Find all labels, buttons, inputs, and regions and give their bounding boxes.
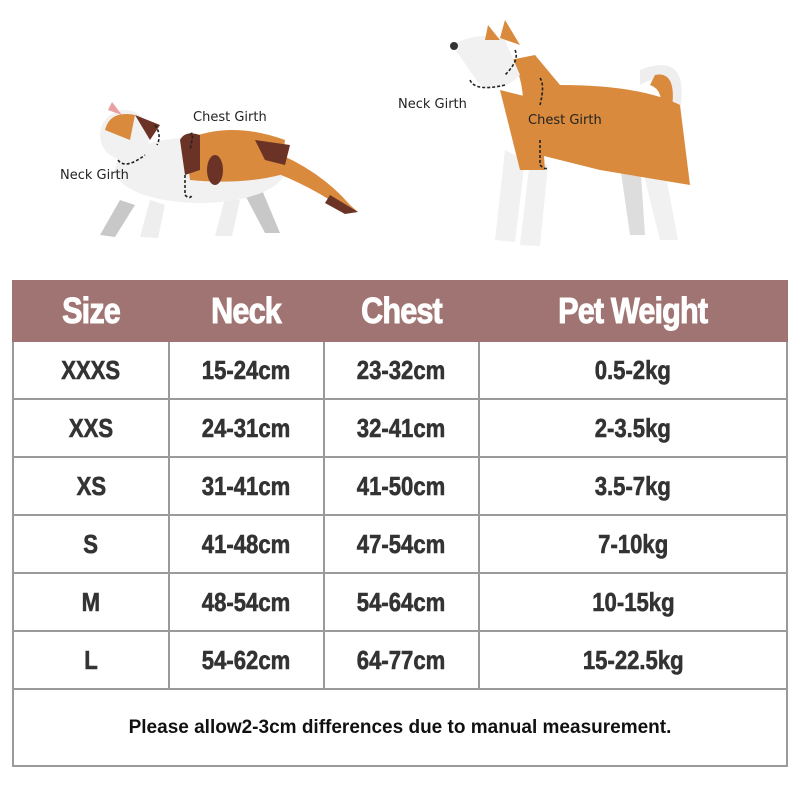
header-neck: Neck [168,280,325,342]
neck-cell: 24-31cm [168,398,325,458]
table-row: XS 31-41cm 41-50cm 3.5-7kg [12,456,788,516]
table-header-row: Size Neck Chest Pet Weight [12,280,788,342]
measurement-illustration: Neck Girth Chest Girth Neck Girth Chest … [0,0,800,270]
weight-cell: 3.5-7kg [478,456,788,516]
pet-drawings [100,20,690,246]
weight-cell: 0.5-2kg [478,340,788,400]
size-cell: XS [12,456,170,516]
chest-cell: 47-54cm [323,514,480,574]
weight-cell: 15-22.5kg [478,630,788,690]
measurement-arrows [117,49,549,199]
neck-cell: 41-48cm [168,514,325,574]
header-size: Size [12,280,170,342]
chest-cell: 64-77cm [323,630,480,690]
header-pet-weight: Pet Weight [478,280,788,342]
measurement-note: Please allow2-3cm differences due to man… [12,688,788,767]
size-cell: XXS [12,398,170,458]
neck-cell: 31-41cm [168,456,325,516]
dog-illustration [450,20,690,246]
dog-neck-girth-label: Neck Girth [398,97,467,112]
neck-cell: 54-62cm [168,630,325,690]
cat-illustration [100,102,358,238]
neck-cell: 48-54cm [168,572,325,632]
size-cell: S [12,514,170,574]
size-cell: L [12,630,170,690]
size-chart-table: Size Neck Chest Pet Weight XXXS 15-24cm 23… [12,280,788,767]
cat-chest-girth-label: Chest Girth [193,110,267,125]
size-cell: XXXS [12,340,170,400]
table-row: L 54-62cm 64-77cm 15-22.5kg [12,630,788,690]
weight-cell: 10-15kg [478,572,788,632]
dog-chest-girth-label: Chest Girth [528,113,602,128]
table-row: M 48-54cm 54-64cm 10-15kg [12,572,788,632]
header-chest: Chest [323,280,480,342]
cat-neck-girth-label: Neck Girth [60,168,129,183]
chest-cell: 23-32cm [323,340,480,400]
table-row: XXXS 15-24cm 23-32cm 0.5-2kg [12,340,788,400]
chest-cell: 54-64cm [323,572,480,632]
weight-cell: 7-10kg [478,514,788,574]
table-row: S 41-48cm 47-54cm 7-10kg [12,514,788,574]
chest-cell: 32-41cm [323,398,480,458]
size-cell: M [12,572,170,632]
table-row: XXS 24-31cm 32-41cm 2-3.5kg [12,398,788,458]
note-row: Please allow2-3cm differences due to man… [12,688,788,767]
weight-cell: 2-3.5kg [478,398,788,458]
chest-cell: 41-50cm [323,456,480,516]
neck-cell: 15-24cm [168,340,325,400]
